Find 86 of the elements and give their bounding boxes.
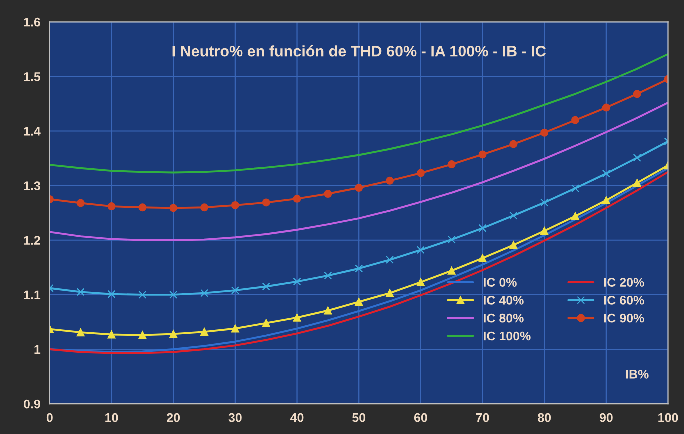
point bbox=[324, 190, 332, 198]
point bbox=[510, 212, 518, 220]
point bbox=[448, 236, 456, 244]
point bbox=[231, 324, 240, 333]
y-tick-label: 1.2 bbox=[24, 236, 40, 245]
x-tick-label: 60 bbox=[414, 413, 428, 422]
point bbox=[324, 306, 332, 315]
point bbox=[602, 104, 610, 112]
x-axis-title: IB% bbox=[626, 370, 649, 379]
point bbox=[386, 256, 394, 264]
point bbox=[540, 227, 549, 236]
legend-label: IC 90% bbox=[604, 314, 644, 323]
x-tick-label: 10 bbox=[106, 413, 118, 422]
point bbox=[510, 140, 518, 148]
point bbox=[262, 319, 270, 328]
x-tick-label: 70 bbox=[476, 413, 490, 422]
y-tick-label: 1.3 bbox=[24, 182, 40, 190]
point bbox=[540, 128, 549, 137]
point bbox=[293, 278, 302, 286]
point bbox=[138, 290, 147, 299]
legend-label: IC 20% bbox=[604, 278, 644, 287]
point bbox=[602, 170, 610, 178]
x-tick-label: 0 bbox=[46, 413, 53, 422]
point bbox=[572, 212, 580, 220]
point bbox=[170, 290, 178, 299]
x-tick-label: 30 bbox=[228, 413, 242, 422]
point bbox=[448, 266, 456, 275]
point bbox=[355, 298, 364, 306]
point bbox=[386, 289, 394, 298]
point bbox=[448, 160, 456, 169]
point bbox=[602, 196, 610, 205]
x-tick-label: 50 bbox=[352, 413, 366, 422]
point bbox=[540, 198, 549, 207]
point bbox=[170, 330, 178, 338]
legend-label: IC 60% bbox=[604, 296, 644, 305]
point bbox=[386, 176, 394, 185]
legend-label: IC 100% bbox=[484, 332, 531, 341]
point bbox=[416, 246, 425, 254]
legend-label: IC 40% bbox=[484, 296, 524, 305]
point bbox=[633, 179, 642, 188]
legend-label: IC 0% bbox=[484, 278, 517, 287]
point bbox=[478, 254, 487, 262]
y-tick-label: 1 bbox=[34, 345, 41, 354]
point bbox=[138, 331, 147, 340]
point bbox=[478, 224, 487, 232]
point bbox=[510, 241, 518, 250]
x-tick-label: 80 bbox=[538, 413, 552, 422]
y-tick-label: 1.4 bbox=[24, 127, 41, 136]
point bbox=[293, 194, 302, 203]
point bbox=[572, 116, 580, 124]
y-tick-label: 1.1 bbox=[24, 290, 41, 300]
point bbox=[108, 202, 116, 211]
point bbox=[138, 204, 147, 212]
point bbox=[200, 204, 209, 212]
text: I Neutro% en función de THD 60% - IA 100% - IB - IC bbox=[172, 45, 546, 57]
line-series bbox=[50, 102, 668, 242]
point bbox=[416, 278, 425, 286]
point bbox=[170, 204, 178, 212]
point bbox=[293, 314, 302, 322]
y-tick-label: 1.6 bbox=[24, 18, 40, 27]
x-tick-label: 20 bbox=[167, 413, 180, 422]
point bbox=[231, 286, 240, 295]
point bbox=[76, 288, 85, 296]
x-tick-label: 100 bbox=[658, 413, 678, 422]
point bbox=[355, 184, 364, 192]
point bbox=[108, 290, 116, 298]
point bbox=[478, 150, 487, 159]
point bbox=[76, 328, 85, 337]
point bbox=[200, 328, 209, 336]
x-tick-label: 40 bbox=[290, 413, 304, 422]
point bbox=[231, 201, 240, 210]
point bbox=[416, 169, 425, 178]
point bbox=[262, 282, 270, 291]
x-tick-label: 90 bbox=[600, 413, 613, 422]
point bbox=[633, 154, 642, 162]
point bbox=[572, 184, 580, 193]
point bbox=[262, 198, 270, 207]
point bbox=[355, 264, 364, 273]
y-tick-label: 0.9 bbox=[24, 400, 40, 409]
point bbox=[200, 289, 209, 298]
point bbox=[324, 272, 332, 280]
legend-label: IC 80% bbox=[484, 314, 524, 323]
point bbox=[108, 330, 116, 339]
y-tick-label: 1.5 bbox=[24, 72, 41, 82]
point bbox=[76, 199, 85, 208]
point bbox=[633, 90, 642, 98]
